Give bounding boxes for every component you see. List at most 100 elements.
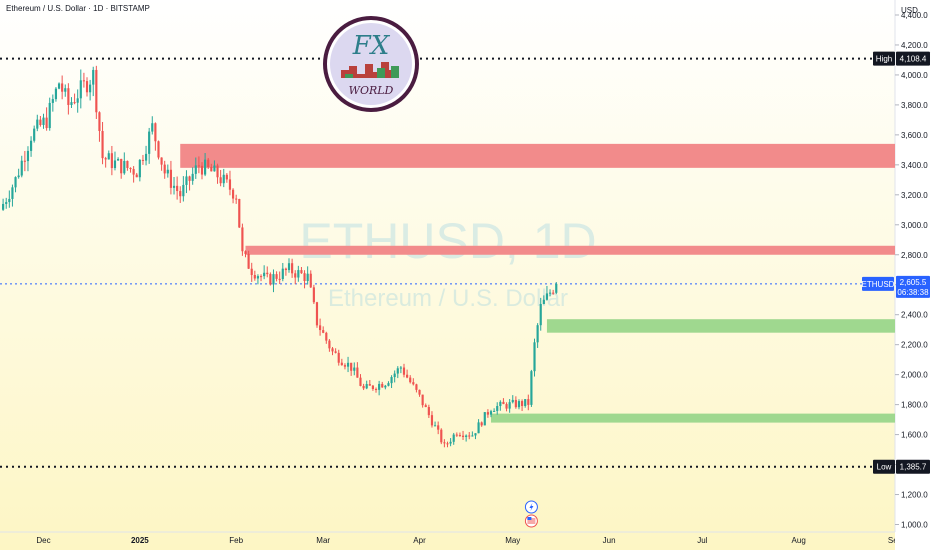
- candle-up: [76, 89, 79, 113]
- candle-body: [502, 401, 505, 405]
- candle-body: [17, 175, 20, 178]
- candle-body: [409, 377, 412, 383]
- candle-body: [179, 191, 182, 197]
- candle-down: [350, 362, 353, 376]
- candle-up: [542, 295, 545, 305]
- resistance-zone-1: [180, 143, 896, 168]
- candle-body: [247, 253, 250, 269]
- candle-up: [89, 79, 92, 101]
- candle-body: [300, 270, 303, 274]
- levels-layer: [0, 57, 895, 468]
- candle-body: [235, 198, 238, 200]
- symbol-header: Ethereum / U.S. Dollar · 1D · BITSTAMP: [6, 4, 150, 13]
- candle-up: [539, 297, 542, 331]
- candle-down: [45, 107, 48, 131]
- candle-up: [511, 395, 514, 404]
- candle-down: [328, 339, 331, 352]
- low-price-badge: [896, 459, 930, 474]
- candle-body: [486, 412, 489, 415]
- candle-up: [536, 323, 539, 348]
- candle-down: [303, 270, 306, 289]
- candle-down: [552, 289, 555, 295]
- candle-down: [67, 83, 70, 115]
- candle-up: [70, 97, 73, 109]
- candle-down: [135, 172, 138, 178]
- low-tag: [873, 459, 895, 474]
- candle-body: [135, 174, 138, 178]
- bottom-right-corner: [895, 532, 932, 550]
- candle-body: [26, 150, 30, 162]
- candle-down: [446, 441, 449, 448]
- candle-body: [92, 69, 95, 85]
- candle-down: [318, 318, 322, 336]
- candle-down: [424, 403, 427, 408]
- candle-down: [104, 156, 107, 168]
- candle-up: [172, 176, 176, 195]
- candle-down: [179, 186, 182, 203]
- candle-down: [520, 399, 524, 411]
- candle-down: [412, 378, 415, 386]
- candle-down: [340, 358, 343, 366]
- candle-up: [399, 365, 402, 374]
- candle-body: [82, 80, 85, 82]
- candle-body: [101, 130, 104, 159]
- candle-up: [449, 438, 452, 447]
- candle-down: [269, 272, 272, 286]
- candle-up: [64, 84, 67, 97]
- candle-body: [343, 365, 347, 367]
- last-price-countdown: 06:38:38: [897, 288, 929, 297]
- candle-down: [437, 421, 440, 435]
- last-price-symbol: ETHUSD: [862, 280, 895, 289]
- candle-up: [204, 152, 207, 177]
- candle-body: [474, 433, 477, 436]
- candle-body: [461, 435, 465, 437]
- candle-body: [204, 159, 207, 175]
- us-flag-icon: [524, 514, 538, 528]
- x-tick-label: Feb: [229, 536, 243, 545]
- candle-down: [23, 150, 26, 172]
- candle-up: [477, 419, 480, 434]
- x-tick-label: May: [505, 536, 520, 545]
- candle-body: [67, 88, 70, 105]
- candle-body: [303, 273, 306, 281]
- event-markers: [524, 500, 538, 528]
- candle-body: [371, 385, 375, 389]
- candle-body: [85, 81, 89, 93]
- candle-down: [85, 77, 89, 97]
- candle-down: [250, 262, 253, 282]
- candle-down: [415, 383, 418, 393]
- candle-up: [272, 269, 275, 293]
- candle-body: [120, 158, 123, 174]
- candle-up: [465, 434, 468, 442]
- candle-up: [26, 146, 30, 172]
- candle-down: [238, 198, 241, 228]
- candle-body: [219, 177, 222, 184]
- candle-body: [325, 332, 328, 341]
- candle-body: [2, 203, 5, 210]
- candle-body: [396, 368, 399, 374]
- candle-down: [235, 194, 238, 204]
- candle-body: [555, 283, 558, 293]
- candle-body: [241, 227, 244, 252]
- candle-body: [533, 342, 536, 372]
- candle-body: [387, 383, 390, 386]
- candle-body: [315, 302, 319, 326]
- candle-up: [222, 168, 225, 188]
- candle-body: [98, 112, 101, 131]
- candle-down: [427, 404, 430, 418]
- candle-down: [278, 271, 281, 284]
- y-tick-label: 3,600.0: [901, 131, 928, 140]
- candle-body: [309, 273, 312, 288]
- candle-body: [54, 88, 58, 100]
- candle-down: [163, 160, 166, 179]
- y-tick-label: 1,200.0: [901, 491, 928, 500]
- candle-body: [524, 399, 527, 406]
- candle-up: [14, 176, 17, 193]
- candle-up: [530, 369, 533, 407]
- candle-down: [241, 223, 244, 256]
- candle-down: [430, 411, 434, 428]
- candle-body: [402, 367, 406, 375]
- candle-up: [113, 151, 117, 171]
